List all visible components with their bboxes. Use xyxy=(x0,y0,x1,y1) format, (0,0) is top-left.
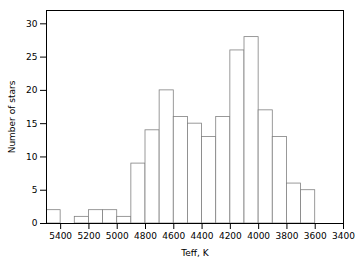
svg-text:30: 30 xyxy=(26,19,38,29)
svg-text:3800: 3800 xyxy=(275,231,298,241)
svg-text:0: 0 xyxy=(32,218,38,228)
svg-text:4000: 4000 xyxy=(247,231,270,241)
svg-text:5: 5 xyxy=(32,185,38,195)
svg-text:4600: 4600 xyxy=(162,231,185,241)
svg-text:5400: 5400 xyxy=(49,231,72,241)
svg-text:Teff, K: Teff, K xyxy=(180,248,209,258)
svg-text:4400: 4400 xyxy=(191,231,214,241)
svg-text:25: 25 xyxy=(26,52,37,62)
svg-text:20: 20 xyxy=(26,85,38,95)
svg-text:3400: 3400 xyxy=(332,231,355,241)
svg-text:5000: 5000 xyxy=(106,231,129,241)
svg-text:4800: 4800 xyxy=(134,231,157,241)
svg-text:15: 15 xyxy=(26,119,37,129)
svg-text:10: 10 xyxy=(26,152,38,162)
svg-text:Number of stars: Number of stars xyxy=(7,80,17,153)
svg-text:4200: 4200 xyxy=(219,231,242,241)
svg-text:3600: 3600 xyxy=(304,231,327,241)
svg-text:5200: 5200 xyxy=(77,231,100,241)
